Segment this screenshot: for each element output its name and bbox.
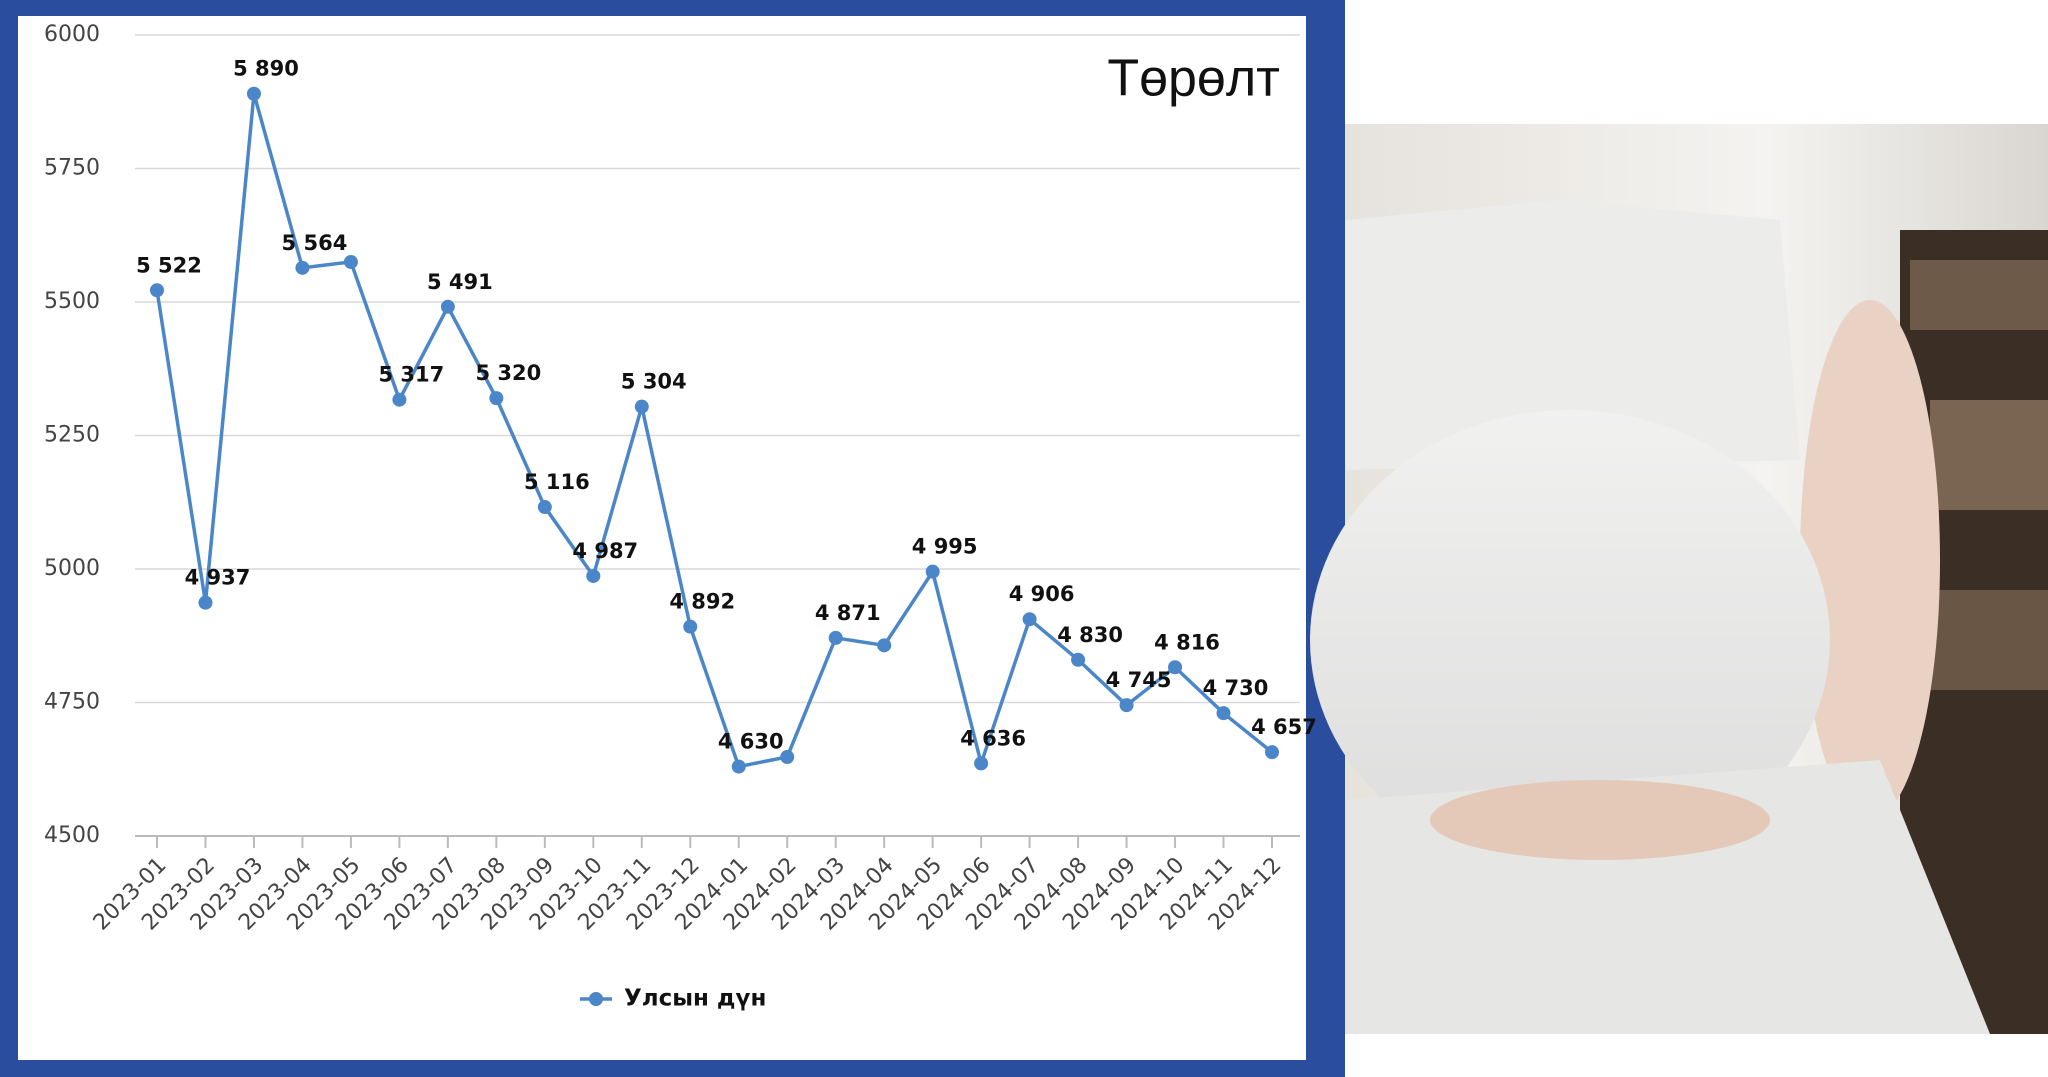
data-point	[780, 749, 795, 764]
data-label: 4 630	[718, 730, 784, 754]
data-label: 5 320	[475, 361, 541, 385]
chart-title: Төрөлт	[1107, 50, 1280, 108]
lace-top	[1345, 200, 1800, 470]
data-point	[974, 756, 989, 771]
y-tick-label: 4500	[44, 823, 100, 848]
photo	[1310, 124, 2048, 1034]
data-label: 4 995	[912, 535, 978, 559]
y-tick-label: 5500	[44, 289, 100, 314]
data-label: 4 906	[1009, 582, 1075, 606]
data-label: 4 871	[815, 601, 881, 625]
legend-label: Улсын дүн	[624, 986, 766, 1012]
data-label: 5 304	[621, 370, 687, 394]
data-line	[155, 93, 1274, 770]
hands	[1430, 780, 1770, 860]
chart-panel	[18, 16, 1306, 1060]
data-point	[440, 299, 455, 314]
data-point	[150, 283, 164, 298]
y-tick-label: 5250	[44, 423, 100, 448]
arm	[1800, 300, 1940, 820]
data-point	[246, 86, 261, 101]
data-label: 4 816	[1154, 630, 1220, 654]
data-label: 5 890	[233, 57, 299, 81]
data-point	[489, 391, 504, 406]
data-point	[828, 630, 843, 645]
bench-slat	[1930, 590, 2048, 690]
data-label: 4 657	[1251, 715, 1317, 739]
data-point	[1216, 706, 1231, 721]
data-point	[198, 595, 213, 610]
y-tick-label: 4750	[44, 690, 100, 715]
data-label: 4 730	[1203, 676, 1269, 700]
y-tick-label: 5000	[44, 556, 100, 581]
data-label: 5 522	[136, 253, 202, 277]
data-point	[586, 568, 601, 583]
data-point	[877, 638, 892, 653]
data-point	[343, 254, 358, 269]
bench-slat	[1910, 260, 2048, 330]
data-label: 5 564	[282, 231, 348, 255]
data-point	[392, 392, 407, 407]
data-label: 5 116	[524, 470, 590, 494]
data-label: 5 491	[427, 270, 493, 294]
data-point	[1168, 660, 1183, 675]
data-label: 4 830	[1057, 623, 1123, 647]
data-point	[731, 759, 746, 774]
data-point	[634, 399, 649, 414]
data-label: 4 892	[669, 590, 735, 614]
data-label: 4 636	[960, 726, 1026, 750]
data-point	[925, 564, 940, 579]
data-point	[1022, 612, 1037, 627]
data-point	[537, 500, 552, 515]
data-label: 5 317	[379, 363, 445, 387]
data-point	[1265, 745, 1279, 760]
belly	[1310, 410, 1830, 870]
y-tick-label: 6000	[44, 22, 100, 47]
data-label: 4 987	[572, 539, 638, 563]
y-tick-label: 5750	[44, 156, 100, 181]
data-point	[683, 619, 698, 634]
data-label: 4 937	[185, 566, 251, 590]
data-label: 4 745	[1106, 668, 1172, 692]
bench-slat	[1930, 400, 2048, 510]
data-point	[1119, 698, 1134, 713]
data-point	[295, 260, 310, 275]
data-point	[1071, 652, 1086, 667]
legend-marker	[589, 992, 603, 1006]
